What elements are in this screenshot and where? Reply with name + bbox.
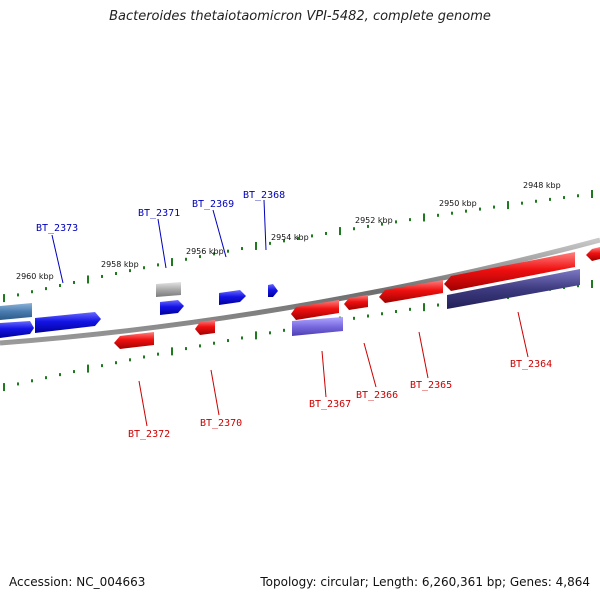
genome-backbone <box>0 237 600 346</box>
gene-glyph-bt2369[interactable] <box>219 290 246 305</box>
gene-glyph-bt2371[interactable] <box>160 300 184 315</box>
gene-label-bt2370[interactable]: BT_2370 <box>200 418 242 429</box>
kbp-marker-2956: 2956 kbp <box>186 247 224 256</box>
gene-glyph-slate[interactable] <box>447 269 580 309</box>
gene-label-bt2364[interactable]: BT_2364 <box>510 359 552 370</box>
kbp-marker-2948: 2948 kbp <box>523 181 561 190</box>
gene-label-bt2373[interactable]: BT_2373 <box>36 223 78 234</box>
gene-glyph-steel[interactable] <box>0 303 32 320</box>
gene-label-bt2365[interactable]: BT_2365 <box>410 380 452 391</box>
gene-glyph-blue-left[interactable] <box>0 321 34 338</box>
kbp-marker-2950: 2950 kbp <box>439 199 477 208</box>
gene-glyph-bt2366[interactable] <box>344 295 368 310</box>
gene-glyph-lavender[interactable] <box>292 317 343 336</box>
gene-label-bt2367[interactable]: BT_2367 <box>309 399 351 410</box>
gene-glyph-bt2370[interactable] <box>195 320 215 335</box>
kbp-marker-2958: 2958 kbp <box>101 260 139 269</box>
gene-glyph-red-edge[interactable] <box>586 247 600 261</box>
outer-tick-row <box>3 189 593 303</box>
gene-label-bt2372[interactable]: BT_2372 <box>128 429 170 440</box>
gene-glyph-bt2364[interactable] <box>444 252 575 291</box>
genome-title: Bacteroides thetaiotaomicron VPI-5482, c… <box>109 9 491 24</box>
gene-glyph-bt2367[interactable] <box>291 300 339 320</box>
kbp-markers: 2960 kbp 2958 kbp 2956 kbp 2954 kbp 2952… <box>16 181 561 281</box>
accession-text: Accession: NC_004663 <box>9 575 146 589</box>
gene-glyph-bt2372[interactable] <box>114 332 154 349</box>
forward-leader-lines <box>51 199 267 284</box>
genome-stats-text: Topology: circular; Length: 6,260,361 bp… <box>260 575 590 589</box>
gene-glyph-gray[interactable] <box>156 282 181 297</box>
kbp-marker-2952: 2952 kbp <box>355 216 393 225</box>
kbp-marker-2954: 2954 kbp <box>271 233 309 242</box>
kbp-marker-2960: 2960 kbp <box>16 272 54 281</box>
reverse-gene-labels: BT_2372 BT_2370 BT_2367 BT_2366 BT_2365 … <box>128 359 552 440</box>
gene-label-bt2368[interactable]: BT_2368 <box>243 190 285 201</box>
gene-label-bt2366[interactable]: BT_2366 <box>356 390 398 401</box>
gene-glyph-bt2373[interactable] <box>35 312 101 333</box>
gene-label-bt2371[interactable]: BT_2371 <box>138 208 180 219</box>
gene-glyph-bt2365[interactable] <box>379 280 443 303</box>
gene-label-bt2369[interactable]: BT_2369 <box>192 199 234 210</box>
gene-glyph-bt2368[interactable] <box>268 284 278 297</box>
forward-genes <box>0 269 580 338</box>
forward-gene-labels: BT_2373 BT_2371 BT_2369 BT_2368 <box>36 190 285 234</box>
reverse-genes <box>114 247 600 349</box>
reverse-leader-lines <box>138 311 529 427</box>
